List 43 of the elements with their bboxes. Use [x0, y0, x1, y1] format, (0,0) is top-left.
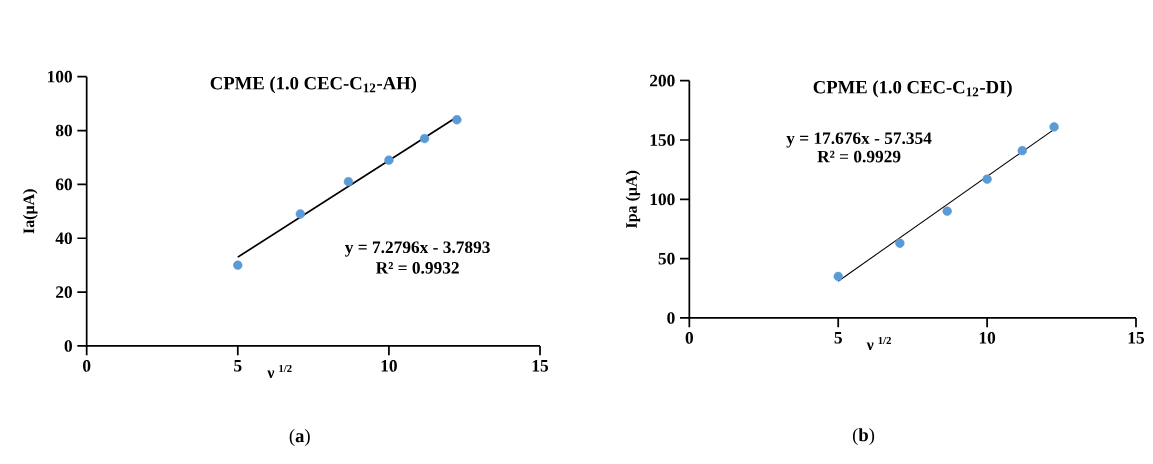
x-tick-label: 0: [685, 332, 694, 344]
annotation: R² = 0.9929: [817, 150, 901, 163]
point: [295, 209, 306, 219]
point: [452, 115, 462, 125]
y-tick-label: 80: [55, 124, 72, 137]
y-tick-label: 200: [650, 74, 675, 87]
y-tick-label: 0: [64, 340, 72, 352]
point: [233, 260, 243, 270]
annotation: R² = 0.9932: [375, 262, 459, 274]
point: [343, 177, 354, 187]
y-tick-label: 50: [658, 252, 675, 265]
x-tick-label: 5: [234, 360, 242, 372]
y-tick-label: 40: [55, 232, 72, 245]
text: (b): [852, 428, 875, 446]
x-tick-label: 10: [979, 332, 996, 344]
y-tick-label: 20: [56, 286, 72, 298]
text: (a): [289, 429, 310, 447]
y-tick-label: 60: [55, 178, 72, 191]
x-tick-label: 10: [381, 360, 397, 372]
point: [982, 174, 992, 184]
point: [419, 133, 430, 144]
x-axis-title: ν $^{1/2}$: [866, 336, 891, 350]
x-tick-label: 15: [1128, 332, 1145, 344]
y-tick-label: 100: [48, 70, 72, 83]
point: [942, 206, 952, 216]
y-axis-title: Ia(μA): [22, 189, 38, 234]
point: [1049, 122, 1059, 132]
y-tick-label: 100: [650, 193, 675, 206]
point: [384, 155, 394, 165]
x-tick-label: 5: [834, 332, 842, 344]
point: [895, 238, 905, 248]
point: [833, 271, 843, 282]
annotation: y = 17.676x - 57.354: [786, 132, 932, 148]
chart-title: CPME (1.0 CEC-C$_{12}$-AH): [210, 76, 417, 94]
annotation: y = 7.2796x - 3.7893: [344, 241, 490, 257]
y-tick-label: 150: [650, 134, 675, 146]
y-axis-title: Ipa (μA): [625, 170, 641, 228]
chart-title: CPME (1.0 CEC-C$_{12}$-DI): [813, 80, 1012, 98]
point: [1017, 146, 1027, 156]
x-axis-title: ν $^{1/2}$: [267, 364, 292, 378]
x-tick-label: 0: [83, 360, 91, 372]
x-tick-label: 15: [532, 360, 549, 372]
y-tick-label: 0: [667, 312, 675, 324]
